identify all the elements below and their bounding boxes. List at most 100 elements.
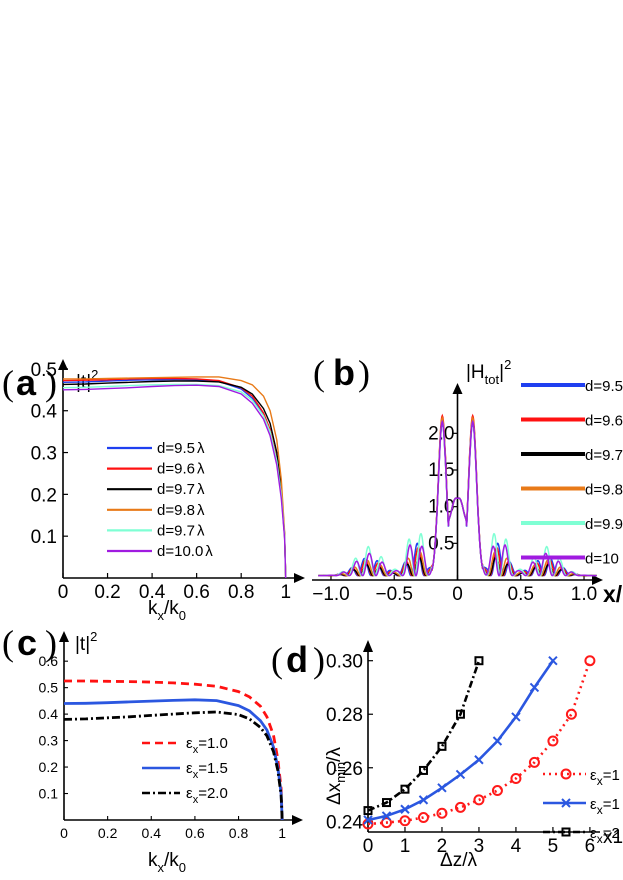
panel-c-legend-eps: ε (186, 785, 193, 802)
panel-a-x-arrow (294, 573, 305, 583)
panel-b-ylabel-sup: 2 (504, 357, 511, 372)
panel-a-ylabel-sup: 2 (91, 367, 98, 382)
panel-b-legend-label: d=9.8 (585, 482, 623, 499)
panel-d-legend-marker (560, 768, 572, 780)
panel-d-xtick-label: 1 (400, 836, 411, 857)
panel-c-series-line (64, 679, 284, 821)
panel-c-xtick-label: 0.6 (185, 825, 205, 841)
panel-c-ylabel: |t|2 (75, 629, 97, 655)
panel-a-xlabel-mid: /k (164, 598, 179, 619)
panel-d-data-point (400, 804, 410, 814)
panel-a-legend-label: d=9.8 λ (157, 502, 205, 519)
panel-c-legend-label: εx=1.0 (186, 735, 228, 756)
panel-d-data-point (363, 806, 373, 816)
panel-d-letter: d (286, 639, 308, 680)
panel-b-open-paren: ( (313, 353, 325, 393)
panel-c-xlabel: kx/k0 (148, 850, 186, 875)
panel-d-data-point (380, 817, 392, 829)
panel-d-data-point (584, 655, 596, 667)
panel-d-legend-value: =1 (603, 767, 620, 784)
panel-c-series-line (63, 698, 284, 821)
panel-a-close-paren: ) (45, 363, 57, 403)
panel-d-data-point (455, 769, 466, 780)
panel-d-legend-sub: x (597, 774, 603, 788)
panel-b-legend-label: d=9.9 (585, 516, 623, 533)
panel-b-legend-label: d=9.6 (585, 413, 623, 430)
panel-c-xtick-label: 0 (60, 825, 68, 841)
panel-a-legend-prefix: d=10.0 (157, 543, 203, 560)
panel-c-ylabel-base: |t| (75, 634, 90, 655)
panel-b-close-paren: ) (358, 353, 370, 393)
panel-a-legend-prefix: d=9.5 (157, 440, 195, 457)
panel-c-legend-value: =2.0 (198, 785, 228, 802)
panel-a-legend-prefix: d=9.7 (157, 481, 195, 498)
panel-d-xtick-label: 3 (474, 836, 485, 857)
panel-a-legend-label: d=9.7 λ (157, 481, 205, 498)
panel-a-legend-label: d=9.7 λ (157, 522, 205, 539)
panel-c-legend-value: =1.5 (198, 760, 228, 777)
panel-c-ytick-label: 0.1 (39, 786, 59, 802)
panel-a-letter: a (16, 362, 37, 403)
panel-b-legend-label: d=10 (585, 551, 619, 568)
panel-b-xtick-label: 0 (452, 584, 463, 605)
panel-d-data-point (454, 801, 466, 813)
panel-d-legend-label: εx=1 (590, 767, 620, 788)
panel-a-open-paren: ( (2, 363, 14, 403)
panel-a-xtick-label: 0.4 (139, 582, 166, 603)
panel-a-y-arrow (58, 359, 68, 370)
panel-d-legend-marker (561, 827, 571, 837)
panel-b-xtick-label: −1.0 (312, 584, 350, 605)
panel-a-legend-unit: λ (197, 461, 205, 478)
panel-c-legend-label: εx=2.0 (186, 785, 228, 806)
panel-d-legend-value: =1 (603, 796, 620, 813)
panel-a-legend-unit: λ (197, 522, 205, 539)
panel-d-series-line (367, 660, 592, 826)
panel-d-data-point (492, 736, 503, 746)
panel-d-legend-sub: x (597, 832, 603, 846)
panel-d-open-paren: ( (271, 640, 283, 680)
panel-a-xtick-label: 1 (280, 582, 291, 603)
panel-d-ylabel: Δxmin/λ (324, 747, 348, 805)
panel-d-data-point (528, 756, 540, 768)
panel-d-data-point (381, 811, 392, 821)
panel-d-ytick-label: 0.26 (326, 759, 363, 780)
panel-a-series-line (62, 380, 287, 579)
panel-a-xlabel: kx/k0 (148, 598, 186, 623)
panel-b-xtick-label: 1.0 (571, 584, 597, 605)
panel-c-ytick-label: 0.5 (39, 680, 59, 696)
panel-d-xtick-label: 2 (437, 836, 448, 857)
panel-b: ( b ) |Htot|2 x/ −1.0 −0.5 0 0.5 1.00.51.01.… (312, 352, 623, 607)
panel-c-x-arrow (292, 815, 303, 825)
panel-a-legend-label: d=9.6 λ (157, 461, 205, 478)
panel-d-y-arrow (363, 640, 373, 652)
panel-d-legend-label: εx=2 (590, 825, 620, 846)
panel-b-xtick-label: −0.5 (375, 584, 413, 605)
panel-a-xlabel-sub1: x (158, 608, 165, 623)
panel-a-legend-prefix: d=9.8 (157, 502, 195, 519)
panel-d: ( d ) Δxmin/λ Δz/λ x1 0 1 2 3 4 5 60.240.260.2… (271, 639, 623, 871)
panel-a-legend-prefix: d=9.7 (157, 522, 195, 539)
panel-c-xlabel-mid: /k (164, 850, 179, 871)
panel-c-legend-value: =1.0 (198, 735, 228, 752)
panel-c-xtick-label: 0.4 (142, 825, 162, 841)
panel-d-data-point (437, 741, 447, 751)
panel-d-xtick-label: 5 (548, 836, 559, 857)
panel-d-ylabel-pre: Δx (324, 782, 345, 805)
panel-d-data-point (418, 795, 429, 805)
panel-d-legend-eps: ε (590, 825, 597, 842)
panel-c-legend-eps: ε (186, 735, 193, 752)
panel-b-legend-label: d=9.5 (585, 378, 623, 395)
panel-d-data-point (417, 812, 429, 824)
panel-a-ytick-label: 0.2 (31, 485, 57, 506)
panel-c-xtick-label: 1 (278, 825, 286, 841)
panel-d-data-point (381, 798, 391, 808)
panel-c-y-arrow (59, 631, 69, 642)
panel-c-xtick-label: 0.8 (229, 825, 249, 841)
panel-d-data-point (474, 755, 484, 765)
panel-b-letter: b (333, 352, 355, 393)
panel-a-ytick-label: 0.3 (31, 444, 57, 465)
panel-c-legend-eps: ε (186, 760, 193, 777)
panel-a-legend-label: d=9.5 λ (157, 440, 205, 457)
panel-d-legend-label: εx=1 (590, 796, 620, 817)
